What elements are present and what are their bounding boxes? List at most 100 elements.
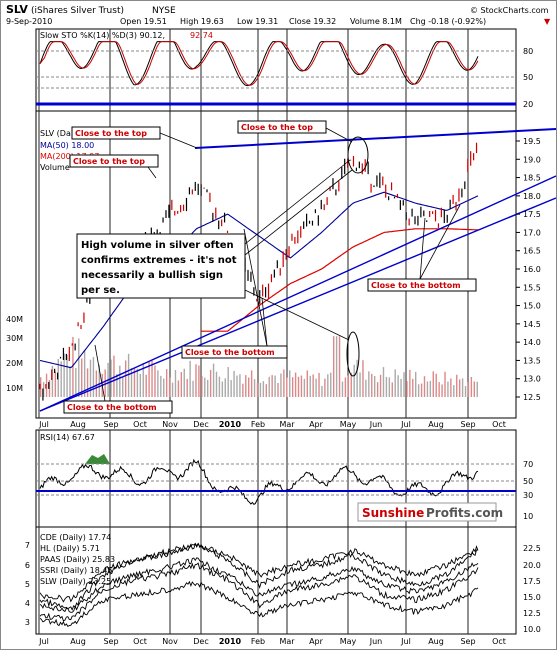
volume-bar xyxy=(72,336,74,397)
volume-bar xyxy=(438,382,440,397)
volume-bar xyxy=(262,381,265,397)
stocks-right-tick: 10.0 xyxy=(523,625,541,634)
volume-bar xyxy=(265,384,267,397)
price-tick-label: 15.5 xyxy=(523,283,541,292)
volume-bar xyxy=(145,374,147,397)
legend-hl: HL (Daily) 5.71 xyxy=(40,544,100,553)
volume-bar xyxy=(54,371,57,397)
month-label-top: Feb xyxy=(251,420,265,429)
svg-text:Close to the top: Close to the top xyxy=(75,129,147,138)
volume-bar xyxy=(335,336,338,397)
volume-bar xyxy=(63,353,65,397)
volume-bar xyxy=(48,379,51,397)
volume-bar xyxy=(253,379,256,397)
volume-bar xyxy=(45,373,48,397)
volume-ellipse xyxy=(346,331,360,377)
annotation-top3: Close to the top xyxy=(237,120,327,134)
volume-bar xyxy=(204,377,206,397)
volume-bar xyxy=(89,359,92,397)
month-label-bottom: Dec xyxy=(193,637,208,646)
price-tick-label: 14.0 xyxy=(523,338,541,347)
volume-bar xyxy=(359,372,361,397)
volume-bar xyxy=(373,376,376,397)
month-label-bottom: Aug xyxy=(70,637,86,646)
volume-tick-label: 40M xyxy=(6,315,23,324)
stock-line xyxy=(39,542,479,611)
annotation-connectors xyxy=(94,127,461,402)
volume-bar xyxy=(467,382,470,397)
volume-bar xyxy=(300,375,303,397)
volume-bar xyxy=(189,360,191,397)
volume-bar xyxy=(69,366,71,397)
volume-bar xyxy=(86,368,89,397)
month-label-bottom: Oct xyxy=(133,637,147,646)
price-tick-label: 19.5 xyxy=(523,137,541,146)
volume-bar xyxy=(236,375,238,397)
legend-paas: PAAS (Daily) 25.83 xyxy=(40,555,115,564)
volume-bar xyxy=(362,360,364,397)
volume-bar xyxy=(198,365,200,397)
volume-bar xyxy=(461,378,464,397)
stocks-left-tick: 5 xyxy=(25,580,30,589)
price-tick-label: 12.5 xyxy=(523,393,541,402)
volume-bar xyxy=(40,377,42,397)
rsi-overbought-fill xyxy=(85,454,110,464)
volume-bar xyxy=(60,361,62,397)
volume-bar xyxy=(151,360,153,397)
month-label-bottom: Jul xyxy=(400,637,411,646)
volume-bar xyxy=(104,369,106,397)
rsi-tick-50: 50 xyxy=(523,477,533,486)
volume-bar xyxy=(397,375,399,397)
volume-bar xyxy=(318,372,320,397)
month-label-bottom: Feb xyxy=(251,637,265,646)
volume-bar xyxy=(391,382,393,397)
volume-bar xyxy=(473,381,476,397)
sto-tick-20: 20 xyxy=(523,100,533,109)
volume-bar xyxy=(195,364,197,397)
series-lines xyxy=(39,41,479,628)
volume-bar xyxy=(379,374,382,397)
volume-bar xyxy=(256,382,259,397)
volume-bar xyxy=(218,376,221,397)
volume-bar xyxy=(124,360,127,397)
volume-bar xyxy=(268,376,270,397)
month-label-top: Sep xyxy=(103,420,118,429)
month-label-top: Jun xyxy=(369,420,383,429)
month-label-top: Oct xyxy=(133,420,147,429)
month-labels: Jul Aug Sep Oct Nov Dec 2010 Feb Mar Apr May Jun Jul… xyxy=(38,420,506,646)
volume-bar xyxy=(81,358,83,397)
volume-bar xyxy=(420,383,423,397)
price-tick-label: 18.5 xyxy=(523,174,541,183)
volume-bar xyxy=(136,368,139,397)
lower-trendline-1 xyxy=(39,175,557,412)
svg-text:Close to the bottom: Close to the bottom xyxy=(67,403,157,412)
price-tick-label: 15.0 xyxy=(523,302,541,311)
volume-bar xyxy=(215,371,218,397)
volume-bar xyxy=(429,380,432,397)
volume-bar xyxy=(312,374,314,397)
volume-bar xyxy=(458,379,461,397)
volume-bar xyxy=(291,377,294,397)
price-tick-label: 18.0 xyxy=(523,192,541,201)
volume-bar xyxy=(186,378,188,397)
volume-bar xyxy=(289,370,291,397)
volume-bar xyxy=(415,371,417,397)
volume-tick-label: 10M xyxy=(6,384,23,393)
volume-bar xyxy=(441,384,443,397)
volume-bar xyxy=(409,369,411,397)
volume-bar xyxy=(206,379,209,397)
volume-bar xyxy=(66,354,68,397)
annotation-note: High volume in silver often confirms ext… xyxy=(76,233,246,299)
volume-bar xyxy=(154,365,156,397)
svg-text:per se.: per se. xyxy=(81,285,120,296)
volume-bar xyxy=(113,355,115,397)
volume-bar xyxy=(277,382,279,397)
stock-line xyxy=(39,542,479,603)
sto-tick-80: 80 xyxy=(523,47,533,56)
svg-text:necessarily a bullish sign: necessarily a bullish sign xyxy=(81,270,223,281)
volume-bar xyxy=(280,373,282,397)
month-label-top: Nov xyxy=(162,420,178,429)
volume-bar xyxy=(250,370,253,397)
volume-bar xyxy=(347,375,350,397)
